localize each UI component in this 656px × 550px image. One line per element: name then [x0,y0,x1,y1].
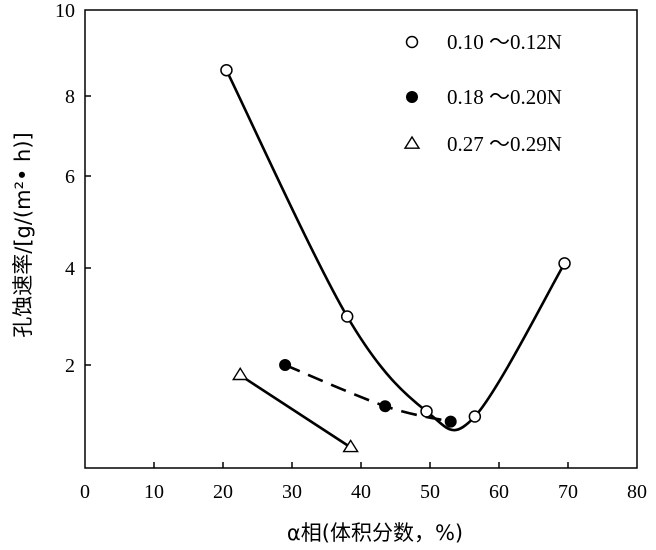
series-1-point [420,405,433,418]
y-tick-label: 8 [65,86,75,108]
legend-marker-1 [405,35,419,49]
x-tick-label: 40 [351,481,371,503]
x-tick-label: 50 [420,481,440,503]
x-tick-label: 10 [144,481,164,503]
x-tick-label: 60 [489,481,509,503]
series-3-point [231,366,249,381]
y-axis-label: 孔蚀速率/[g/(m²• h)] [11,132,35,338]
legend-label-1: 0.10 ～0.12N [447,30,562,54]
series-1-curve [225,69,566,432]
x-tick-label: 80 [627,481,647,503]
plot-frame [84,9,638,469]
legend-marker-2 [406,91,418,103]
series-1-point [468,410,482,423]
series-2-point [444,415,457,428]
legend: 0.10 ～0.12N 0.18 ～0.20N 0.27 ～0.29N [403,30,562,156]
legend-label-3: 0.27 ～0.29N [447,132,562,156]
y-tick-label: 10 [55,0,75,22]
x-tick-label: 0 [80,481,90,503]
x-tick-label: 20 [213,481,233,503]
series-1-point [558,257,571,270]
x-tick-label: 30 [282,481,302,503]
legend-label-2: 0.18 ～0.20N [447,85,562,109]
series-2-point [279,359,292,371]
markers-layer [220,63,571,453]
series-2-point [379,400,392,413]
x-ticks: 0 10 20 30 40 50 60 70 80 [80,462,647,503]
y-tick-label: 6 [65,166,75,188]
y-ticks: 2 4 6 8 10 [55,0,91,377]
x-axis-label: α相(体积分数，%) [287,521,463,545]
legend-marker-3 [403,135,421,149]
series-1-point [220,63,233,77]
x-tick-label: 70 [558,481,578,503]
series-3-point [342,439,359,453]
y-tick-label: 4 [65,258,75,280]
series-1-point [340,310,354,323]
curves-layer [225,69,566,449]
series-3-curve [239,374,352,449]
y-tick-label: 2 [65,355,75,377]
